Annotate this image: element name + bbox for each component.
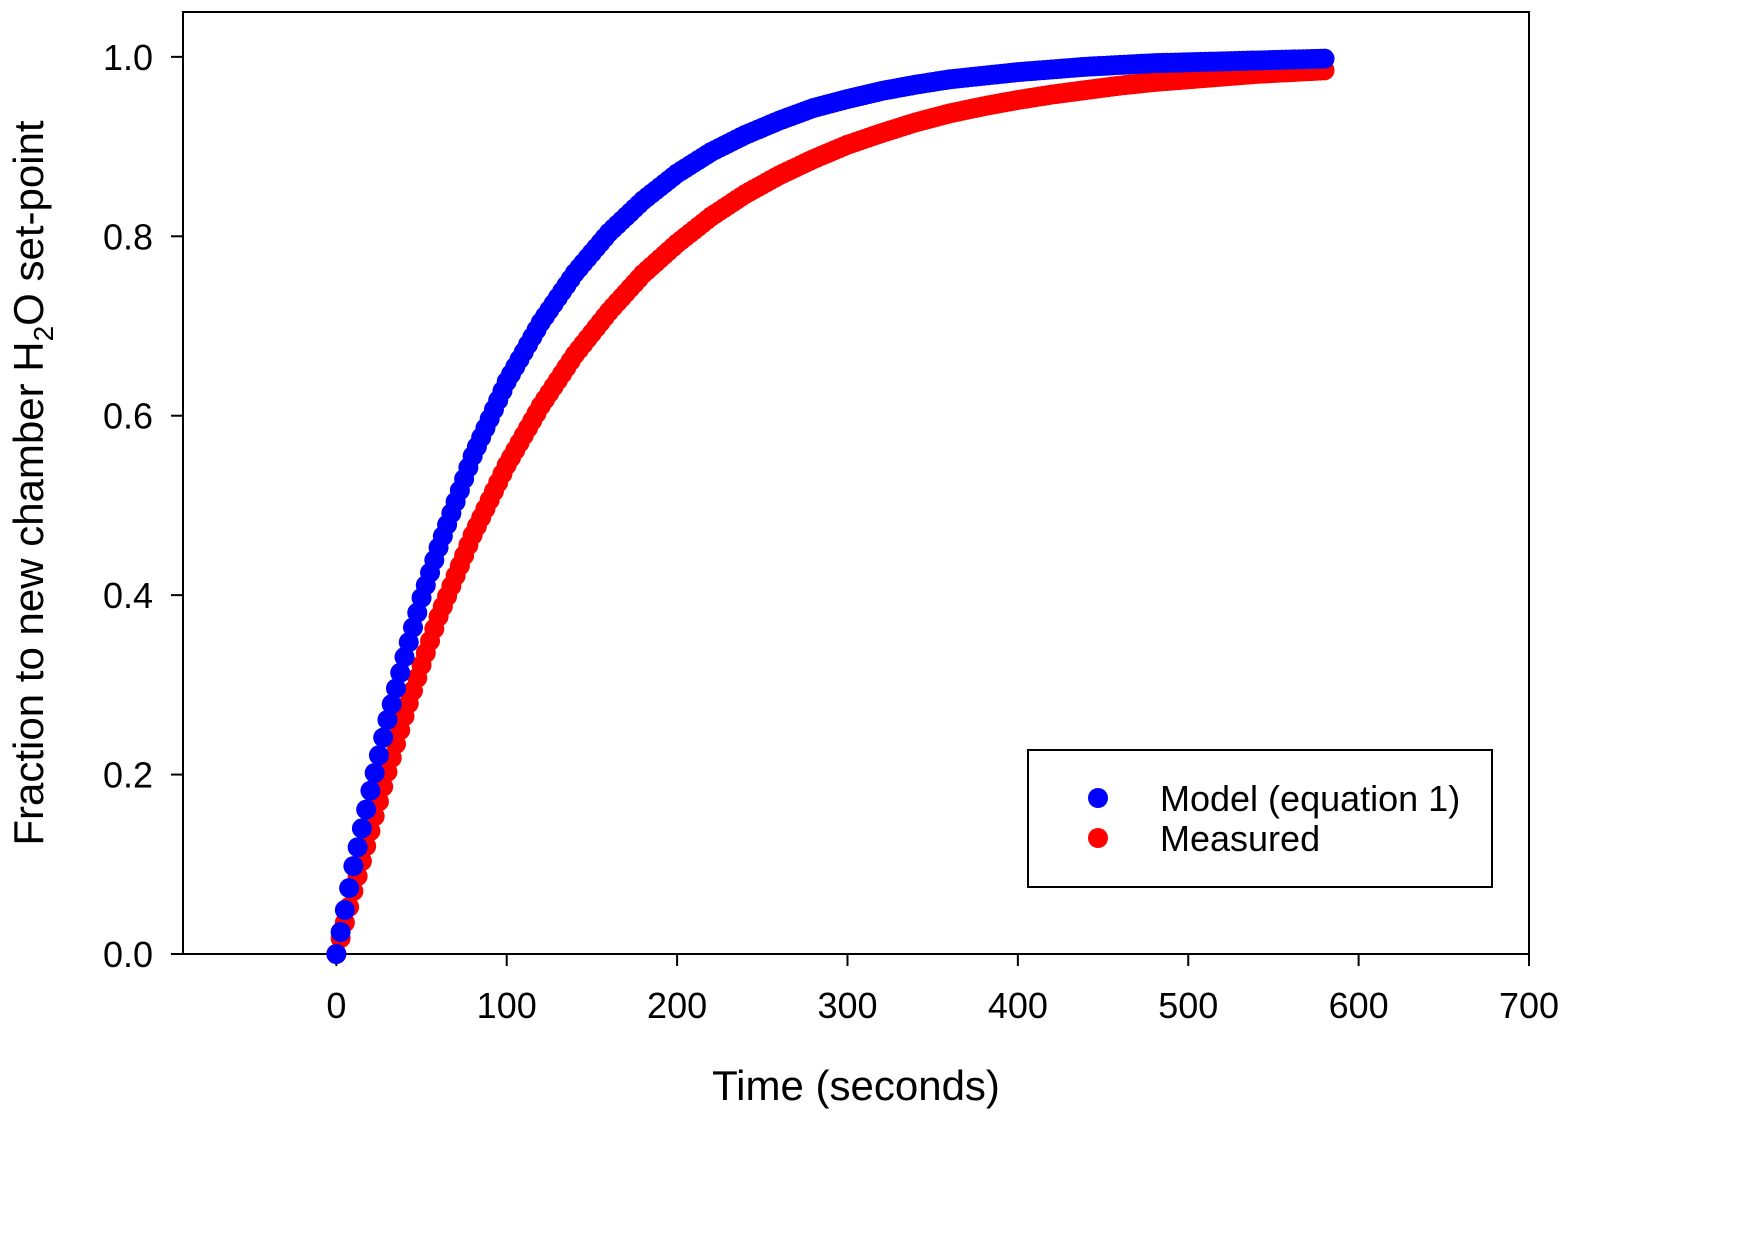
- x-tick-label: 600: [1329, 985, 1389, 1026]
- x-tick-label: 400: [988, 985, 1048, 1026]
- x-tick-label: 200: [647, 985, 707, 1026]
- data-point: [351, 818, 372, 839]
- x-tick-label: 0: [326, 985, 346, 1026]
- data-point: [343, 856, 364, 877]
- y-tick-label: 0.8: [103, 216, 153, 257]
- data-point: [360, 780, 381, 801]
- data-point: [381, 694, 402, 715]
- x-tick-label: 700: [1499, 985, 1559, 1026]
- y-axis-title: Fraction to new chamber H2O set-point: [5, 120, 59, 846]
- x-axis-title: Time (seconds): [712, 1062, 1000, 1109]
- data-point: [390, 662, 411, 683]
- data-point: [334, 900, 355, 921]
- y-axis-title-subscript: 2: [28, 326, 59, 342]
- y-tick-label: 0.6: [103, 396, 153, 437]
- data-point: [339, 878, 360, 899]
- data-point: [356, 799, 377, 820]
- y-tick-label: 0.0: [103, 934, 153, 975]
- legend-label-model: Model (equation 1): [1160, 778, 1460, 819]
- x-tick-label: 300: [817, 985, 877, 1026]
- x-tick-label: 500: [1158, 985, 1218, 1026]
- data-point: [377, 709, 398, 730]
- plot-frame: [182, 11, 1530, 955]
- legend: Model (equation 1) Measured: [1027, 749, 1493, 888]
- legend-box: [1027, 749, 1493, 888]
- data-point: [347, 837, 368, 858]
- y-tick-label: 0.2: [103, 755, 153, 796]
- data-point: [1314, 48, 1335, 69]
- data-point: [364, 763, 385, 784]
- y-axis-title-suffix: O set-point: [5, 120, 52, 326]
- data-point: [326, 944, 347, 964]
- y-tick-label: 1.0: [103, 37, 153, 78]
- y-tick-label: 0.4: [103, 575, 153, 616]
- series-layer: [326, 48, 1335, 964]
- data-point: [373, 727, 394, 748]
- data-point: [385, 678, 406, 699]
- x-tick-label: 100: [477, 985, 537, 1026]
- y-axis-title-prefix: Fraction to new chamber H: [5, 341, 52, 845]
- data-point: [368, 745, 389, 766]
- legend-label-measured: Measured: [1160, 818, 1320, 859]
- legend-marker-measured: [1088, 828, 1108, 848]
- series-model: [326, 48, 1335, 964]
- x-axis-ticks: 0 100 200 300 400 500 600 700: [326, 954, 1559, 1026]
- legend-marker-model: [1088, 788, 1108, 808]
- data-point: [330, 922, 351, 943]
- y-axis-ticks: 0.0 0.2 0.4 0.6 0.8 1.0: [103, 37, 183, 975]
